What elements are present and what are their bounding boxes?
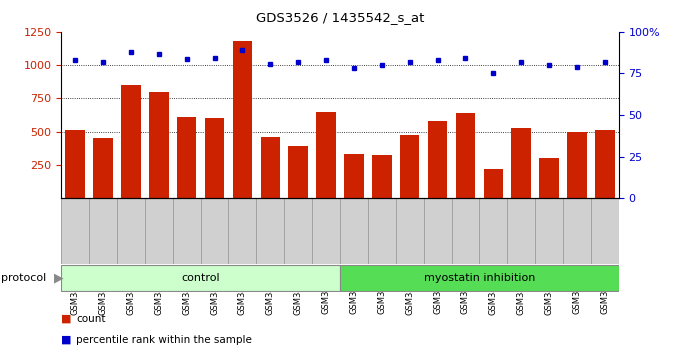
Text: GDS3526 / 1435542_s_at: GDS3526 / 1435542_s_at — [256, 11, 424, 24]
Bar — [260, 137, 280, 198]
Text: control: control — [182, 273, 220, 283]
FancyBboxPatch shape — [340, 265, 619, 291]
Bar — [400, 135, 420, 198]
Text: ▶: ▶ — [54, 272, 64, 284]
Text: protocol: protocol — [1, 273, 47, 283]
Bar — [372, 155, 392, 198]
Bar — [93, 138, 113, 198]
Bar — [539, 158, 559, 198]
Bar — [288, 146, 308, 198]
Bar — [428, 121, 447, 198]
Bar — [205, 118, 224, 198]
Bar — [149, 92, 169, 198]
Text: count: count — [76, 314, 105, 324]
Bar — [233, 40, 252, 198]
Bar — [121, 85, 141, 198]
Bar — [483, 169, 503, 198]
FancyBboxPatch shape — [61, 265, 340, 291]
Bar — [456, 113, 475, 198]
Bar — [595, 130, 615, 198]
Bar — [177, 117, 197, 198]
Bar — [65, 130, 85, 198]
Text: ■: ■ — [61, 335, 71, 345]
Text: percentile rank within the sample: percentile rank within the sample — [76, 335, 252, 345]
Bar — [344, 154, 364, 198]
Bar — [567, 132, 587, 198]
Text: myostatin inhibition: myostatin inhibition — [424, 273, 535, 283]
Bar — [511, 128, 531, 198]
Text: ■: ■ — [61, 314, 71, 324]
Bar — [316, 112, 336, 198]
